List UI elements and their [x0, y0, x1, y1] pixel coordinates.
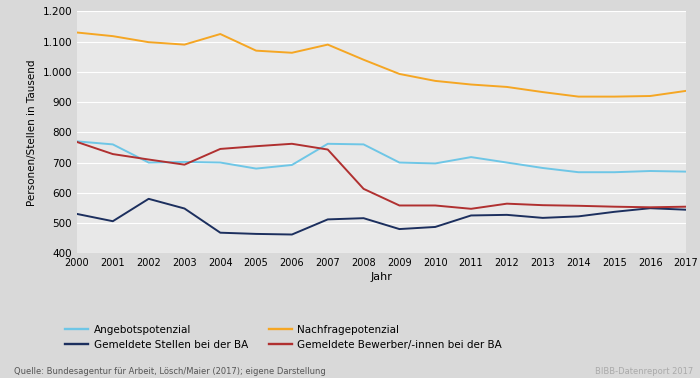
Text: Quelle: Bundesagentur für Arbeit, Lösch/Maier (2017); eigene Darstellung: Quelle: Bundesagentur für Arbeit, Lösch/… [14, 367, 326, 376]
Legend: Angebotspotenzial, Gemeldete Stellen bei der BA, Nachfragepotenzial, Gemeldete B: Angebotspotenzial, Gemeldete Stellen bei… [61, 320, 505, 354]
Text: BIBB-Datenreport 2017: BIBB-Datenreport 2017 [595, 367, 693, 376]
X-axis label: Jahr: Jahr [370, 272, 393, 282]
Y-axis label: Personen/Stellen in Tausend: Personen/Stellen in Tausend [27, 59, 37, 206]
